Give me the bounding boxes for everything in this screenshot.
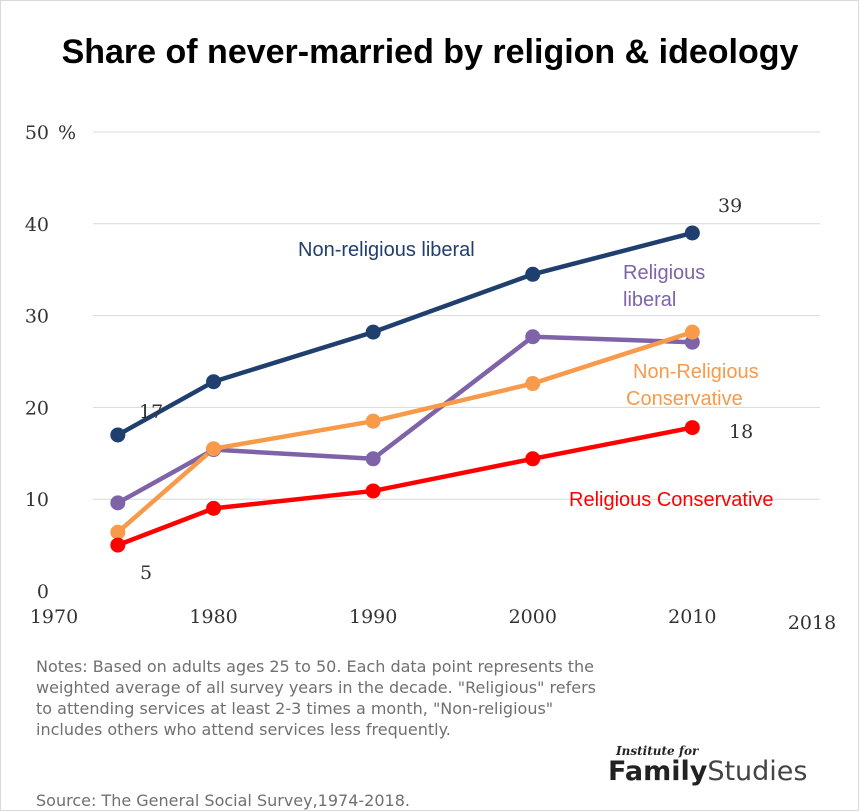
data-point <box>525 451 541 467</box>
data-labels: 17 39 5 18 <box>139 195 753 584</box>
y-tick-label: 20 <box>25 397 49 419</box>
y-tick-label: 0 <box>37 581 49 603</box>
x-tick-label: 1970 <box>30 606 78 628</box>
logo-tagline: Institute for <box>616 744 699 758</box>
chart-notes: Notes: Based on adults ages 25 to 50. Ea… <box>36 657 596 739</box>
institute-logo: Institute for FamilyStudies <box>608 744 858 787</box>
data-point <box>110 427 126 443</box>
label-religious-conservative: Religious Conservative <box>569 489 774 511</box>
data-point <box>684 225 700 241</box>
label-non-religious-conservative-1: Non-Religious <box>633 361 759 383</box>
data-label-rc-1974: 5 <box>140 562 152 584</box>
data-point <box>365 324 381 340</box>
data-point <box>110 495 126 511</box>
logo-light-word: Studies <box>707 756 808 787</box>
label-non-religious-liberal: Non-religious liberal <box>298 239 475 261</box>
chart-source: Source: The General Social Survey,1974-2… <box>36 791 410 810</box>
x-axis-ticks: 1970 1980 1990 2000 2010 2018 <box>30 606 836 634</box>
series-points <box>110 225 700 553</box>
data-point <box>525 266 541 282</box>
x-tick-label: 1990 <box>349 606 397 628</box>
data-point <box>684 420 700 436</box>
line-chart: 0 10 20 30 40 50 % 1970 1980 1990 2000 2010 2018 1… <box>25 122 836 634</box>
data-point <box>525 376 541 392</box>
label-non-religious-conservative-2: Conservative <box>626 388 743 410</box>
data-label-nrl-2010: 39 <box>718 195 742 217</box>
y-tick-label: 10 <box>25 489 49 511</box>
chart-title: Share of never-married by religion & ide… <box>61 33 799 71</box>
data-label-nrl-1974: 17 <box>139 401 163 423</box>
data-label-rc-2010: 18 <box>729 421 753 443</box>
data-point <box>110 524 126 540</box>
data-point <box>684 324 700 340</box>
y-tick-label: 50 <box>25 122 49 144</box>
data-point <box>525 329 541 345</box>
data-point <box>206 441 222 457</box>
grid-lines <box>93 131 820 500</box>
data-point <box>206 500 222 516</box>
logo-wordmark: FamilyStudies <box>608 756 858 787</box>
series-labels: Non-religious liberal Religious liberal … <box>298 239 774 511</box>
series-line-0 <box>115 230 695 438</box>
y-tick-label: 40 <box>25 214 49 236</box>
y-axis-ticks: 0 10 20 30 40 50 <box>25 122 49 603</box>
x-tick-label: 2018 <box>788 612 836 634</box>
data-point <box>206 374 222 390</box>
series-line-3 <box>115 425 695 548</box>
data-point <box>365 413 381 429</box>
logo-bold-word: Family <box>608 756 708 787</box>
label-religious-liberal-2: liberal <box>623 289 676 311</box>
y-tick-label: 30 <box>25 306 49 328</box>
x-tick-label: 1980 <box>189 606 237 628</box>
x-tick-label: 2000 <box>509 606 557 628</box>
data-point <box>365 451 381 467</box>
x-tick-label: 2010 <box>668 606 716 628</box>
data-point <box>365 483 381 499</box>
data-point <box>110 537 126 553</box>
y-axis-unit: % <box>58 122 76 144</box>
label-religious-liberal-1: Religious <box>623 262 705 284</box>
